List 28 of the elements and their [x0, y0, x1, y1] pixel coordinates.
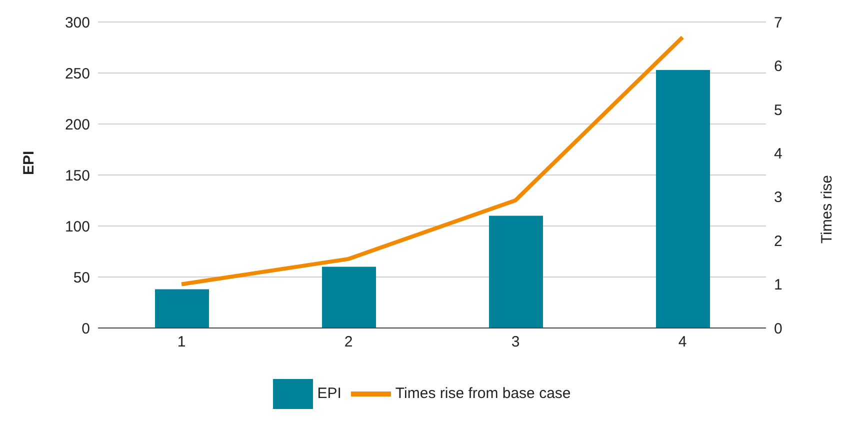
legend-label: EPI — [317, 384, 342, 402]
y-axis-title: EPI — [20, 150, 38, 175]
x-tick-label: 4 — [678, 334, 687, 351]
bar — [489, 216, 543, 328]
y2-tick-label: 6 — [774, 58, 782, 76]
y-tick-label: 100 — [64, 218, 90, 236]
y2-tick-label: 4 — [774, 145, 782, 162]
bar — [155, 289, 209, 328]
x-tick-label: 3 — [511, 334, 520, 351]
y-tick-label: 200 — [64, 116, 90, 134]
y2-axis-title: Times rise — [818, 175, 836, 244]
y2-tick-label: 2 — [774, 232, 782, 250]
y-tick-label: 50 — [73, 269, 90, 286]
y-tick-label: 300 — [64, 14, 90, 32]
legend-label: Times rise from base case — [395, 384, 571, 402]
line-series — [180, 35, 684, 286]
x-tick-label: 1 — [177, 334, 186, 351]
x-tick-label: 2 — [344, 334, 353, 351]
bar — [322, 266, 376, 328]
bar — [656, 70, 710, 328]
y2-tick-label: 5 — [774, 102, 782, 119]
y2-tick-label: 1 — [774, 276, 782, 294]
y2-tick-label: 0 — [774, 320, 782, 338]
y-tick-label: 150 — [64, 167, 90, 184]
y-tick-label: 0 — [82, 320, 90, 338]
y2-tick-label: 3 — [774, 189, 782, 206]
y-tick-label: 250 — [64, 65, 90, 82]
y2-tick-label: 7 — [774, 14, 782, 32]
